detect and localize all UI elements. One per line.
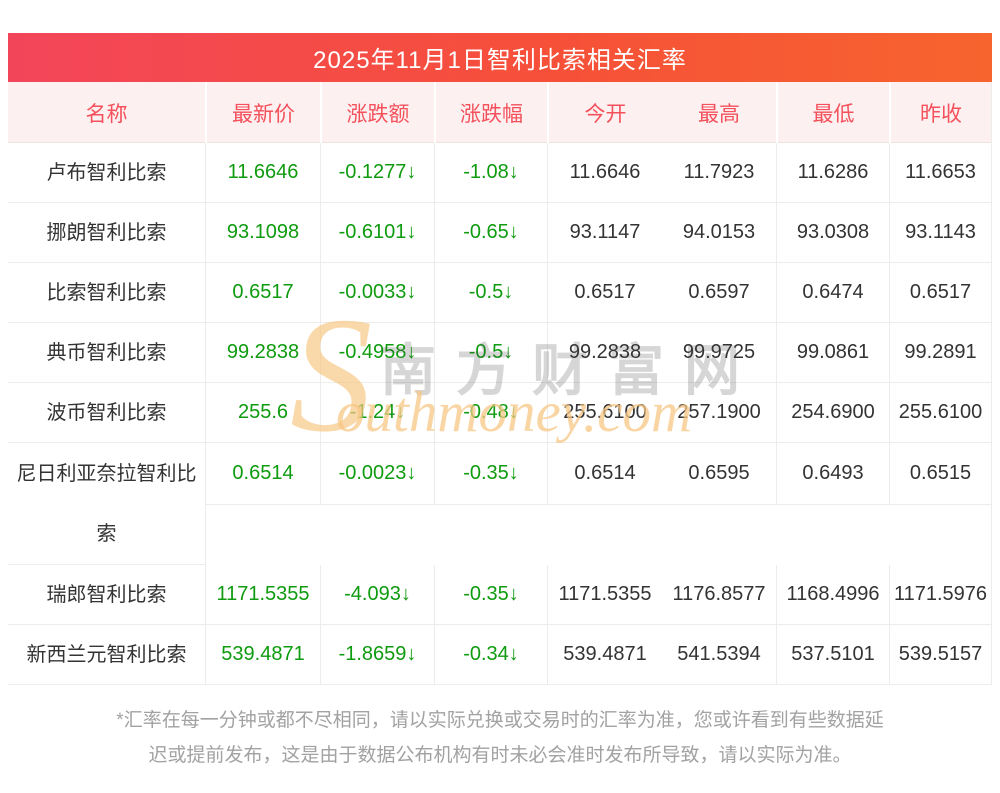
cell-change_pct: -0.35↓ (434, 443, 547, 505)
table-row: 瑞郎智利比索 1171.5355 -4.093↓ -0.35↓ 1171.5355 117… (8, 565, 991, 625)
cell-low: 1168.4996 (776, 565, 889, 625)
cell-high: 541.5394 (662, 625, 776, 685)
cell-high: 257.1900 (662, 383, 776, 443)
cell-high: 0.6595 (662, 443, 776, 505)
rates-table: 名称 最新价 涨跌额 涨跌幅 今开 最高 最低 昨收 卢布智利比索 11.6646… (8, 82, 992, 685)
cell-prev_close: 539.5157 (889, 625, 991, 685)
cell-latest: 0.6517 (205, 263, 320, 323)
cell-high: 0.6597 (662, 263, 776, 323)
currency-pair-name: 挪朗智利比索 (8, 203, 205, 263)
cell-latest: 99.2838 (205, 323, 320, 383)
table-header-row: 名称 最新价 涨跌额 涨跌幅 今开 最高 最低 昨收 (8, 82, 991, 143)
cell-latest: 255.6 (205, 383, 320, 443)
cell-change: -1.8659↓ (320, 625, 434, 685)
cell-low: 0.6474 (776, 263, 889, 323)
column-header-high: 最高 (698, 102, 740, 126)
cell-open: 539.4871 (547, 625, 662, 685)
cell-open: 255.6100 (547, 383, 662, 443)
cell-open: 0.6514 (547, 443, 662, 505)
cell-high: 99.9725 (662, 323, 776, 383)
column-header-low: 最低 (776, 82, 889, 143)
cell-change: -0.4958↓ (320, 323, 434, 383)
cell-latest: 11.6646 (205, 143, 320, 203)
table-row: 比索智利比索 0.6517 -0.0033↓ -0.5↓ 0.6517 0.6597 0.6… (8, 263, 991, 323)
cell-prev_close: 0.6517 (889, 263, 991, 323)
cell-prev_close: 11.6653 (889, 143, 991, 203)
cell-high: 1176.8577 (662, 565, 776, 625)
cell-latest: 0.6514 (205, 443, 320, 505)
cell-open: 1171.5355 (547, 565, 662, 625)
column-header-change: 涨跌额 (320, 82, 434, 143)
cell-prev_close: 255.6100 (889, 383, 991, 443)
cell-low: 11.6286 (776, 143, 889, 203)
table-row: 典币智利比索 99.2838 -0.4958↓ -0.5↓ 99.2838 99.9725… (8, 323, 991, 383)
cell-open: 11.6646 (547, 143, 662, 203)
page-title: 2025年11月1日智利比索相关汇率 (313, 47, 687, 74)
cell-change: -0.1277↓ (320, 143, 434, 203)
cell-change: -4.093↓ (320, 565, 434, 625)
cell-low: 0.6493 (776, 443, 889, 505)
disclaimer-line-2: 迟或提前发布，这是由于数据公布机构有时未必会准时发布所导致，请以实际为准。 (148, 745, 852, 766)
cell-change: -0.6101↓ (320, 203, 434, 263)
cell-change_pct: -1.08↓ (434, 143, 547, 203)
empty-merged-cell (205, 505, 991, 565)
cell-low: 99.0861 (776, 323, 889, 383)
title-bar: 2025年11月1日智利比索相关汇率 (8, 33, 992, 82)
cell-high: 94.0153 (662, 203, 776, 263)
cell-prev_close: 93.1143 (889, 203, 991, 263)
cell-latest: 1171.5355 (205, 565, 320, 625)
column-header-name: 名称 (85, 102, 128, 126)
cell-high: 11.7923 (662, 143, 776, 203)
column-header-prev-close: 昨收 (889, 82, 991, 143)
cell-open: 93.1147 (547, 203, 662, 263)
disclaimer: *汇率在每一分钟或都不尽相同，请以实际兑换或交易时的汇率为准，您或许看到有些数据… (20, 703, 980, 773)
cell-prev_close: 1171.5976 (889, 565, 991, 625)
cell-latest: 93.1098 (205, 203, 320, 263)
table-row: 尼日利亚奈拉智利比索 0.6514 -0.0023↓ -0.35↓ 0.6514 0.65… (8, 443, 991, 565)
cell-change_pct: -0.5↓ (434, 323, 547, 383)
table-row: 卢布智利比索 11.6646 -0.1277↓ -1.08↓ 11.6646 11.792… (8, 143, 991, 203)
cell-latest: 539.4871 (205, 625, 320, 685)
column-header-change-pct: 涨跌幅 (434, 82, 547, 143)
cell-change: -1.24↓ (320, 383, 434, 443)
disclaimer-line-1: *汇率在每一分钟或都不尽相同，请以实际兑换或交易时的汇率为准，您或许看到有些数据… (116, 710, 884, 731)
currency-pair-name: 瑞郎智利比索 (8, 565, 205, 625)
table-body: 卢布智利比索 11.6646 -0.1277↓ -1.08↓ 11.6646 11.792… (8, 143, 991, 685)
table-row: 挪朗智利比索 93.1098 -0.6101↓ -0.65↓ 93.1147 94.015… (8, 203, 991, 263)
cell-change: -0.0023↓ (320, 443, 434, 505)
table-row: 波币智利比索 255.6 -1.24↓ -0.48↓ 255.6100 257.1900 2… (8, 383, 991, 443)
cell-change_pct: -0.65↓ (434, 203, 547, 263)
table-row: 新西兰元智利比索 539.4871 -1.8659↓ -0.34↓ 539.4871 54… (8, 625, 991, 685)
column-header-open: 今开 (547, 82, 662, 143)
cell-low: 93.0308 (776, 203, 889, 263)
cell-change_pct: -0.5↓ (434, 263, 547, 323)
cell-prev_close: 99.2891 (889, 323, 991, 383)
currency-pair-name: 波币智利比索 (8, 383, 205, 443)
column-header-latest: 最新价 (205, 82, 320, 143)
cell-low: 254.6900 (776, 383, 889, 443)
cell-change_pct: -0.34↓ (434, 625, 547, 685)
cell-low: 537.5101 (776, 625, 889, 685)
currency-pair-name: 比索智利比索 (8, 263, 205, 323)
cell-open: 99.2838 (547, 323, 662, 383)
currency-pair-name: 尼日利亚奈拉智利比索 (8, 443, 205, 565)
currency-pair-name: 新西兰元智利比索 (8, 625, 205, 685)
currency-pair-name: 卢布智利比索 (8, 143, 205, 203)
cell-change_pct: -0.35↓ (434, 565, 547, 625)
currency-pair-name: 典币智利比索 (8, 323, 205, 383)
cell-prev_close: 0.6515 (889, 443, 991, 505)
cell-open: 0.6517 (547, 263, 662, 323)
cell-change: -0.0033↓ (320, 263, 434, 323)
cell-change_pct: -0.48↓ (434, 383, 547, 443)
